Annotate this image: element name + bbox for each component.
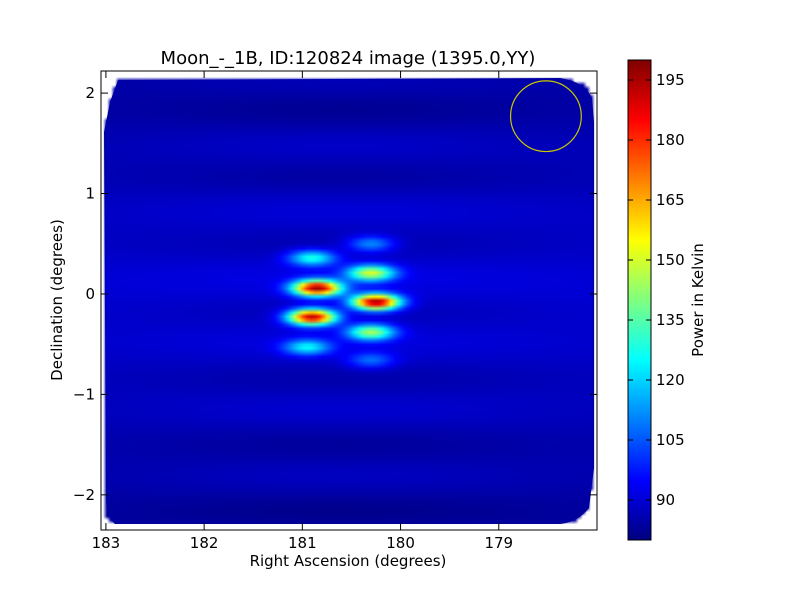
x-axis-ticks: 183 182 181 180 179 — [92, 71, 513, 552]
colorbar-tick-label: 120 — [656, 371, 685, 389]
colorbar — [627, 59, 652, 541]
colorbar-tick-label: 150 — [656, 251, 685, 269]
x-tick-label: 181 — [288, 534, 317, 552]
chart-title: Moon_-_1B, ID:120824 image (1395.0,YY) — [161, 48, 536, 69]
y-tick-label: 0 — [85, 285, 95, 303]
y-tick-label: 1 — [85, 185, 95, 203]
colorbar-tick-label: 195 — [656, 71, 685, 89]
colorbar-label: Power in Kelvin — [689, 243, 707, 357]
colorbar-tick-label: 90 — [656, 491, 675, 509]
x-tick-label: 183 — [92, 534, 121, 552]
colorbar-tick-label: 135 — [656, 311, 685, 329]
colorbar-tick-label: 165 — [656, 191, 685, 209]
beam-circle — [509, 80, 582, 153]
plot-image-area — [101, 71, 597, 530]
colorbar-tick-label: 105 — [656, 431, 685, 449]
x-tick-label: 180 — [386, 534, 415, 552]
y-tick-label: −2 — [73, 486, 95, 504]
plot-frame — [100, 70, 598, 531]
y-axis-label: Declination (degrees) — [48, 219, 66, 381]
x-axis-label: Right Ascension (degrees) — [250, 552, 447, 570]
y-tick-label: 2 — [85, 84, 95, 102]
heatmap-image — [101, 71, 597, 530]
y-axis-ticks: −2 −1 0 1 2 — [73, 84, 597, 504]
x-tick-label: 182 — [190, 534, 219, 552]
y-tick-label: −1 — [73, 385, 95, 403]
x-tick-label: 179 — [484, 534, 513, 552]
colorbar-tick-label: 180 — [656, 131, 685, 149]
colorbar-ticks: 90 105 120 135 150 165 180 195 — [628, 71, 685, 509]
